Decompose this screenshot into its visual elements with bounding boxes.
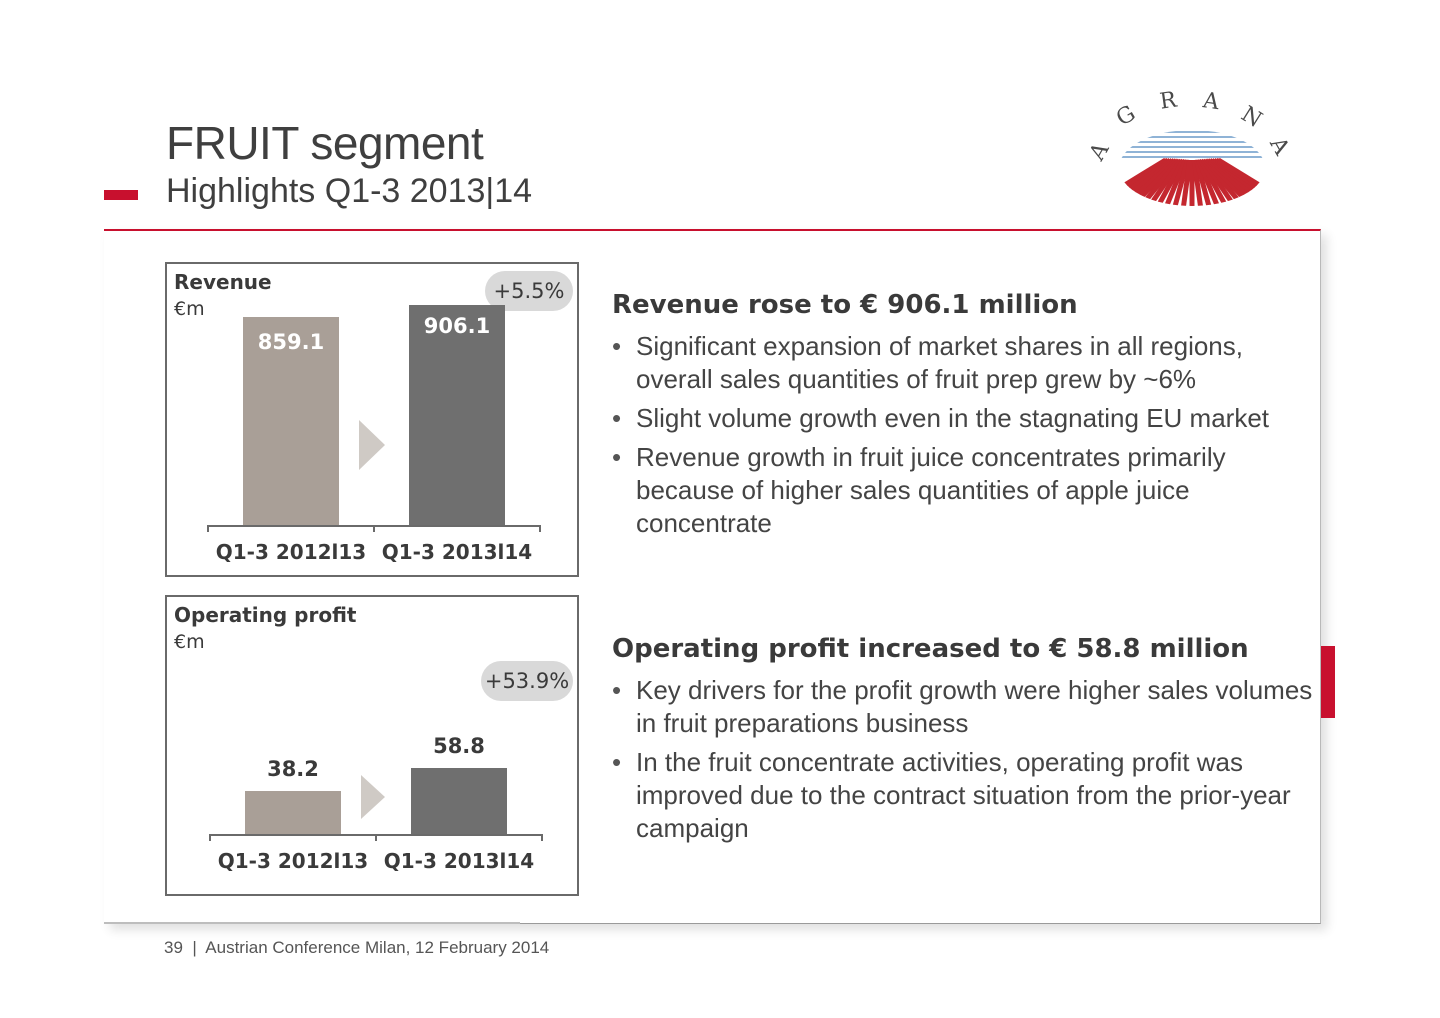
accent-tab <box>1321 646 1335 718</box>
axis-tick <box>539 525 541 532</box>
growth-arrow-icon <box>359 420 385 470</box>
revenue-change-badge: +5.5% <box>485 271 573 311</box>
profit-value-label-current: 58.8 <box>433 734 485 758</box>
logo-lettering: A G R A N A <box>1084 87 1294 165</box>
axis-tick <box>373 525 375 532</box>
revenue-value-label-previous: 859.1 <box>257 330 325 354</box>
agrana-logo: A G R A N A <box>1084 87 1294 206</box>
revenue-bar-previous <box>243 317 339 525</box>
list-item: Significant expansion of market shares i… <box>612 330 1322 396</box>
footer-divider <box>104 922 520 924</box>
revenue-bullet-list: Significant expansion of market shares i… <box>612 330 1322 546</box>
profit-bar-previous <box>245 791 341 834</box>
profit-change-badge: +53.9% <box>481 661 573 701</box>
revenue-chart-title: Revenue <box>174 270 272 294</box>
svg-text:A: A <box>1264 132 1295 160</box>
page-subtitle: Highlights Q1-3 2013|14 <box>166 172 533 210</box>
operating-profit-chart: Operating profit €m +53.9% 38.2 58.8 Q1-… <box>165 595 579 896</box>
accent-dash <box>104 190 138 200</box>
profit-chart-unit: €m <box>174 631 205 653</box>
profit-bar-current <box>411 768 507 834</box>
footer-text: 39 | Austrian Conference Milan, 12 Febru… <box>164 938 550 957</box>
list-item: Slight volume growth even in the stagnat… <box>612 402 1322 435</box>
axis-tick <box>541 834 543 841</box>
axis-tick <box>375 834 377 841</box>
axis-tick <box>207 525 209 532</box>
revenue-x-label-previous: Q1-3 2012l13 <box>215 540 367 564</box>
growth-arrow-icon <box>361 775 385 819</box>
revenue-x-label-current: Q1-3 2013l14 <box>381 540 533 564</box>
list-item: Revenue growth in fruit juice concentrat… <box>612 441 1322 540</box>
list-item: In the fruit concentrate activities, ope… <box>612 746 1322 845</box>
profit-chart-title: Operating profit <box>174 603 357 627</box>
svg-text:A: A <box>1200 88 1221 115</box>
profit-x-label-previous: Q1-3 2012l13 <box>217 849 369 873</box>
svg-text:G: G <box>1112 101 1140 131</box>
revenue-chart-unit: €m <box>174 298 205 320</box>
revenue-value-label-current: 906.1 <box>423 314 491 338</box>
svg-text:R: R <box>1158 87 1179 114</box>
list-item: Key drivers for the profit growth were h… <box>612 674 1322 740</box>
revenue-heading: Revenue rose to € 906.1 million <box>612 290 1078 320</box>
svg-text:N: N <box>1237 102 1267 133</box>
svg-text:A: A <box>1084 138 1115 166</box>
page-title: FRUIT segment <box>166 117 484 169</box>
revenue-chart: Revenue €m +5.5% 859.1 906.1 Q1-3 2012l1… <box>165 262 579 577</box>
revenue-bar-current <box>409 305 505 525</box>
profit-value-label-previous: 38.2 <box>267 757 319 781</box>
axis-tick <box>209 834 211 841</box>
profit-heading: Operating profit increased to € 58.8 mil… <box>612 634 1249 664</box>
content-panel <box>104 229 1321 924</box>
profit-bullet-list: Key drivers for the profit growth were h… <box>612 674 1322 851</box>
profit-x-label-current: Q1-3 2013l14 <box>383 849 535 873</box>
